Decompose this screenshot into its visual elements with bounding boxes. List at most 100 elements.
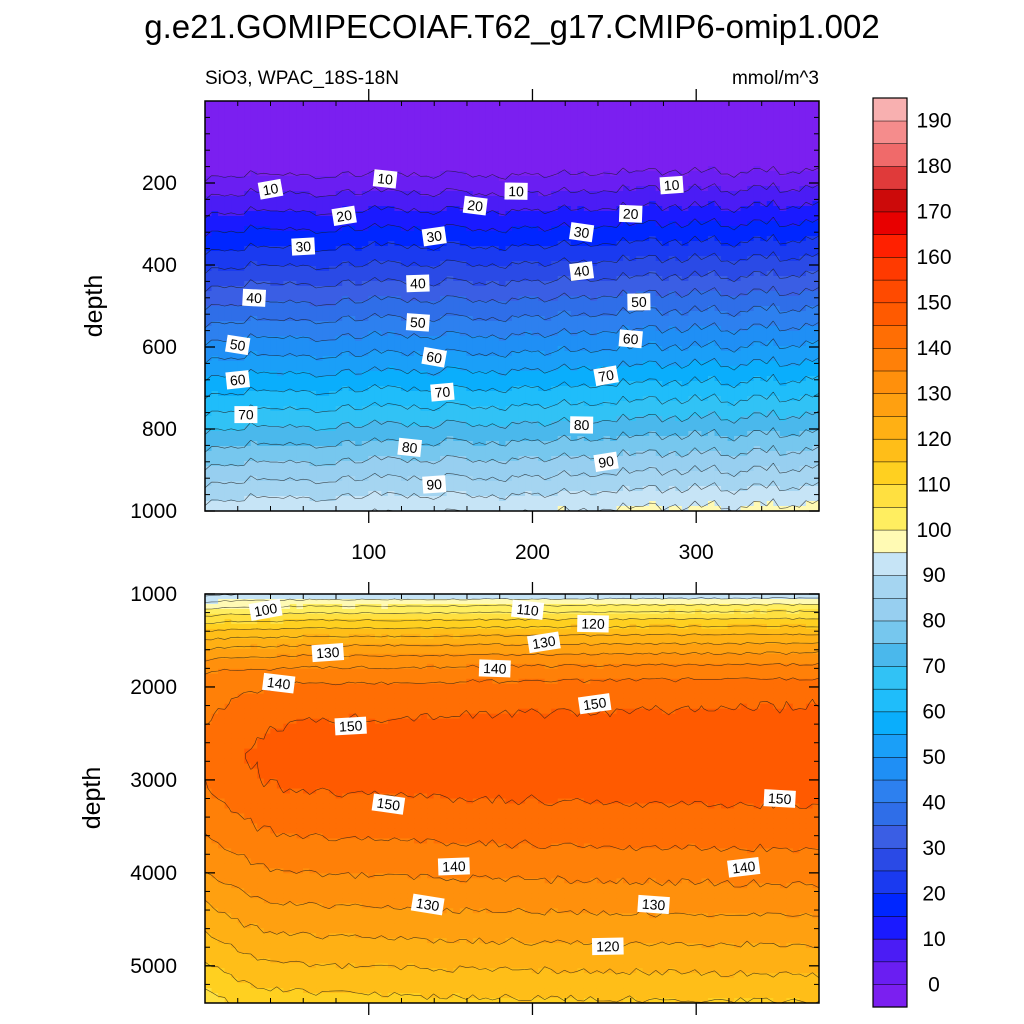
contour-fill-cell [538,236,546,242]
contour-fill-cell [263,361,271,367]
contour-fill-cell [211,241,219,247]
contour-fill-cell [342,121,350,127]
contour-fill-cell [518,336,526,342]
contour-fill-cell [492,346,500,352]
contour-fill-cell [766,111,774,117]
contour-fill-cell [531,201,539,207]
contour-fill-cell [276,271,284,277]
contour-fill-cell [329,171,337,177]
contour-fill-cell [472,106,480,112]
contour-fill-cell [596,186,605,192]
contour-fill-cell [675,101,683,107]
contour-fill-cell [551,306,559,312]
contour-fill-cell [629,246,637,252]
contour-fill-cell [805,196,814,202]
contour-fill-cell [727,136,735,142]
contour-fill-cell [512,226,520,232]
contour-fill-cell [609,276,618,282]
contour-fill-cell [766,316,774,322]
contour-fill-cell [218,136,226,142]
contour-fill-cell [616,356,624,362]
contour-fill-cell [577,331,585,337]
contour-fill-cell [459,101,467,107]
contour-fill-cell [642,246,650,252]
contour-fill-cell [446,201,454,207]
contour-fill-cell [342,161,350,167]
contour-fill-cell [727,161,735,167]
contour-fill-cell [466,326,474,332]
contour-fill-cell [805,231,814,237]
contour-fill-cell [766,341,774,347]
contour-fill-cell [623,171,631,177]
contour-fill-cell [361,186,369,192]
contour-fill-cell [714,356,722,362]
contour-fill-cell [662,356,670,362]
contour-fill-cell [792,311,800,317]
contour-fill-cell [694,186,703,192]
contour-fill-cell [485,341,493,347]
contour-fill-cell [629,146,637,152]
contour-fill-cell [453,116,461,122]
contour-fill-cell [609,256,618,262]
contour-fill-cell [374,126,382,132]
contour-fill-cell [250,276,258,282]
contour-fill-cell [433,126,441,132]
contour-fill-cell [400,356,409,362]
contour-fill-cell [701,116,709,122]
contour-fill-cell [603,121,611,127]
contour-fill-cell [812,236,819,242]
contour-fill-cell [302,151,311,157]
contour-fill-cell [257,261,265,267]
contour-fill-cell [211,276,219,282]
contour-fill-cell [727,111,735,117]
contour-fill-cell [714,131,722,137]
contour-fill-cell [296,196,304,202]
contour-fill-cell [492,266,500,272]
contour-fill-cell [714,226,722,232]
contour-fill-cell [760,176,768,182]
contour-fill-cell [316,136,324,142]
contour-fill-cell [525,251,533,257]
contour-fill-cell [694,101,703,107]
contour-fill-cell [688,156,696,162]
contour-fill-cell [753,116,761,122]
contour-fill-cell [734,306,742,312]
contour-fill-cell [257,326,265,332]
contour-fill-cell [668,126,676,132]
contour-fill-cell [623,281,631,287]
contour-fill-cell [211,101,219,107]
contour-fill-cell [342,116,350,122]
contour-fill-cell [557,111,565,117]
contour-fill-cell [518,136,526,142]
contour-fill-cell [433,121,441,127]
contour-fill-cell [263,146,271,152]
contour-fill-cell [433,306,441,312]
contour-fill-cell [596,121,605,127]
contour-fill-cell [492,171,500,177]
contour-fill-cell [211,321,219,327]
contour-fill-cell [668,351,676,357]
contour-fill-cell [792,206,800,212]
contour-fill-cell [551,191,559,197]
contour-fill-cell [642,106,650,112]
contour-fill-cell [596,306,605,312]
contour-fill-cell [694,276,703,282]
contour-fill-cell [792,196,800,202]
contour-fill-cell [773,201,781,207]
contour-fill-cell [570,191,578,197]
contour-fill-cell [211,261,219,267]
contour-fill-cell [459,131,467,137]
contour-fill-cell [629,191,637,197]
contour-fill-cell [205,126,213,132]
contour-fill-cell [296,126,304,132]
contour-fill-cell [211,156,219,162]
contour-fill-cell [263,341,271,347]
contour-fill-cell [596,126,605,132]
contour-fill-cell [440,171,448,177]
contour-fill-cell [629,136,637,142]
contour-fill-cell [766,161,774,167]
contour-fill-cell [394,281,402,287]
contour-fill-cell [753,311,761,317]
contour-fill-cell [629,176,637,182]
contour-fill-cell [322,151,330,157]
